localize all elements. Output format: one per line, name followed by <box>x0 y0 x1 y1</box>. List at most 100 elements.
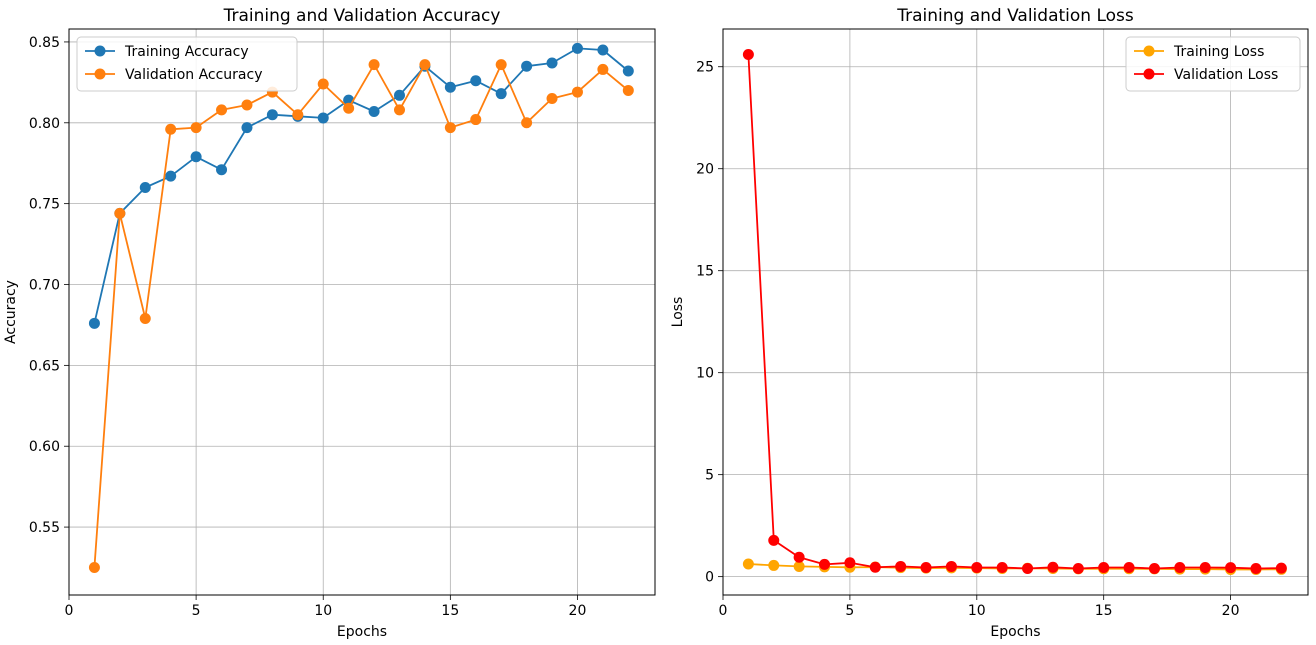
data-point <box>1047 561 1059 573</box>
data-point <box>190 151 202 163</box>
data-point <box>597 44 609 56</box>
data-point <box>920 561 932 573</box>
data-point <box>1225 562 1237 574</box>
x-axis-label: Epochs <box>337 624 387 640</box>
loss-plot: Training and Validation Loss 0 5 10 15 20 0 5 10… <box>670 6 1309 640</box>
data-point <box>470 75 482 87</box>
data-point <box>139 181 151 193</box>
data-point <box>971 561 983 573</box>
data-point <box>241 122 253 134</box>
data-point <box>521 117 533 129</box>
data-point <box>317 78 329 90</box>
y-tick-label: 0.75 <box>29 197 60 213</box>
data-point <box>292 109 304 121</box>
x-tick-label: 10 <box>968 603 986 619</box>
data-point <box>88 317 100 329</box>
x-tick-label: 0 <box>719 603 728 619</box>
x-tick-label: 20 <box>569 603 587 619</box>
data-point <box>622 84 634 96</box>
data-point <box>1275 562 1287 574</box>
data-point <box>444 122 456 134</box>
series-line-validation-loss <box>747 54 1282 570</box>
data-point <box>895 560 907 572</box>
series-line-validation-accuracy <box>93 63 629 568</box>
data-point <box>1098 561 1110 573</box>
data-point <box>622 65 634 77</box>
y-tick-label: 20 <box>696 162 714 178</box>
data-point <box>114 207 126 219</box>
chart-title: Training and Validation Loss <box>896 6 1134 26</box>
data-point <box>742 48 754 60</box>
x-tick-label: 15 <box>441 603 459 619</box>
y-tick-label: 0.70 <box>29 278 60 294</box>
y-tick-label: 0 <box>705 570 714 586</box>
data-point <box>266 109 278 121</box>
data-point <box>768 534 780 546</box>
legend-marker <box>94 45 106 57</box>
y-tick-label: 0.80 <box>29 116 60 132</box>
data-point <box>241 99 253 111</box>
legend-box <box>1125 36 1301 92</box>
data-point <box>945 560 957 572</box>
data-point <box>470 114 482 126</box>
data-point <box>419 59 431 71</box>
data-point <box>190 122 202 134</box>
legend-marker <box>94 68 106 80</box>
x-axis-label: Epochs <box>990 624 1040 640</box>
legend-label: Training Accuracy <box>124 44 249 60</box>
y-tick-label: 15 <box>696 264 714 280</box>
data-point <box>393 89 405 101</box>
data-point <box>444 81 456 93</box>
legend-marker <box>1143 68 1155 80</box>
axes-frame <box>68 28 656 596</box>
x-tick-label: 5 <box>845 603 854 619</box>
data-point <box>793 551 805 563</box>
y-axis-label: Loss <box>670 297 686 328</box>
y-tick-label: 0.85 <box>29 35 60 51</box>
data-point <box>216 104 228 116</box>
x-tick-label: 20 <box>1222 603 1240 619</box>
x-tick-label: 10 <box>314 603 332 619</box>
y-tick-label: 5 <box>705 468 714 484</box>
data-point <box>793 560 805 572</box>
data-point <box>216 164 228 176</box>
accuracy-plot: Training and Validation Accuracy 0 5 10 15 20… <box>3 6 656 640</box>
data-point <box>546 57 558 69</box>
x-tick-label: 0 <box>65 603 74 619</box>
legend-marker <box>1143 45 1155 57</box>
data-point <box>1022 562 1034 574</box>
data-point <box>521 60 533 72</box>
legend-label: Validation Loss <box>1174 67 1278 83</box>
data-point <box>1148 562 1160 574</box>
y-tick-label: 0.55 <box>29 520 60 536</box>
data-point <box>495 59 507 71</box>
legend-label: Validation Accuracy <box>125 67 263 83</box>
data-point <box>571 86 583 98</box>
data-point <box>368 105 380 117</box>
axes-frame <box>722 28 1309 596</box>
data-point <box>393 104 405 116</box>
data-point <box>495 88 507 100</box>
y-tick-label: 10 <box>696 366 714 382</box>
data-point <box>88 562 100 574</box>
data-point <box>869 561 881 573</box>
data-point <box>597 63 609 75</box>
x-tick-label: 5 <box>192 603 201 619</box>
data-point <box>546 93 558 105</box>
data-point <box>1072 562 1084 574</box>
data-point <box>139 312 151 324</box>
data-point <box>742 558 754 570</box>
data-point <box>1174 561 1186 573</box>
data-point <box>317 112 329 124</box>
data-point <box>768 559 780 571</box>
data-point <box>819 558 831 570</box>
data-point <box>165 170 177 182</box>
data-point <box>343 102 355 114</box>
legend-box <box>76 36 298 92</box>
y-tick-label: 0.60 <box>29 439 60 455</box>
y-axis-label: Accuracy <box>3 280 19 344</box>
legend-label: Training Loss <box>1173 44 1264 60</box>
chart-title: Training and Validation Accuracy <box>223 6 501 26</box>
data-point <box>571 42 583 54</box>
